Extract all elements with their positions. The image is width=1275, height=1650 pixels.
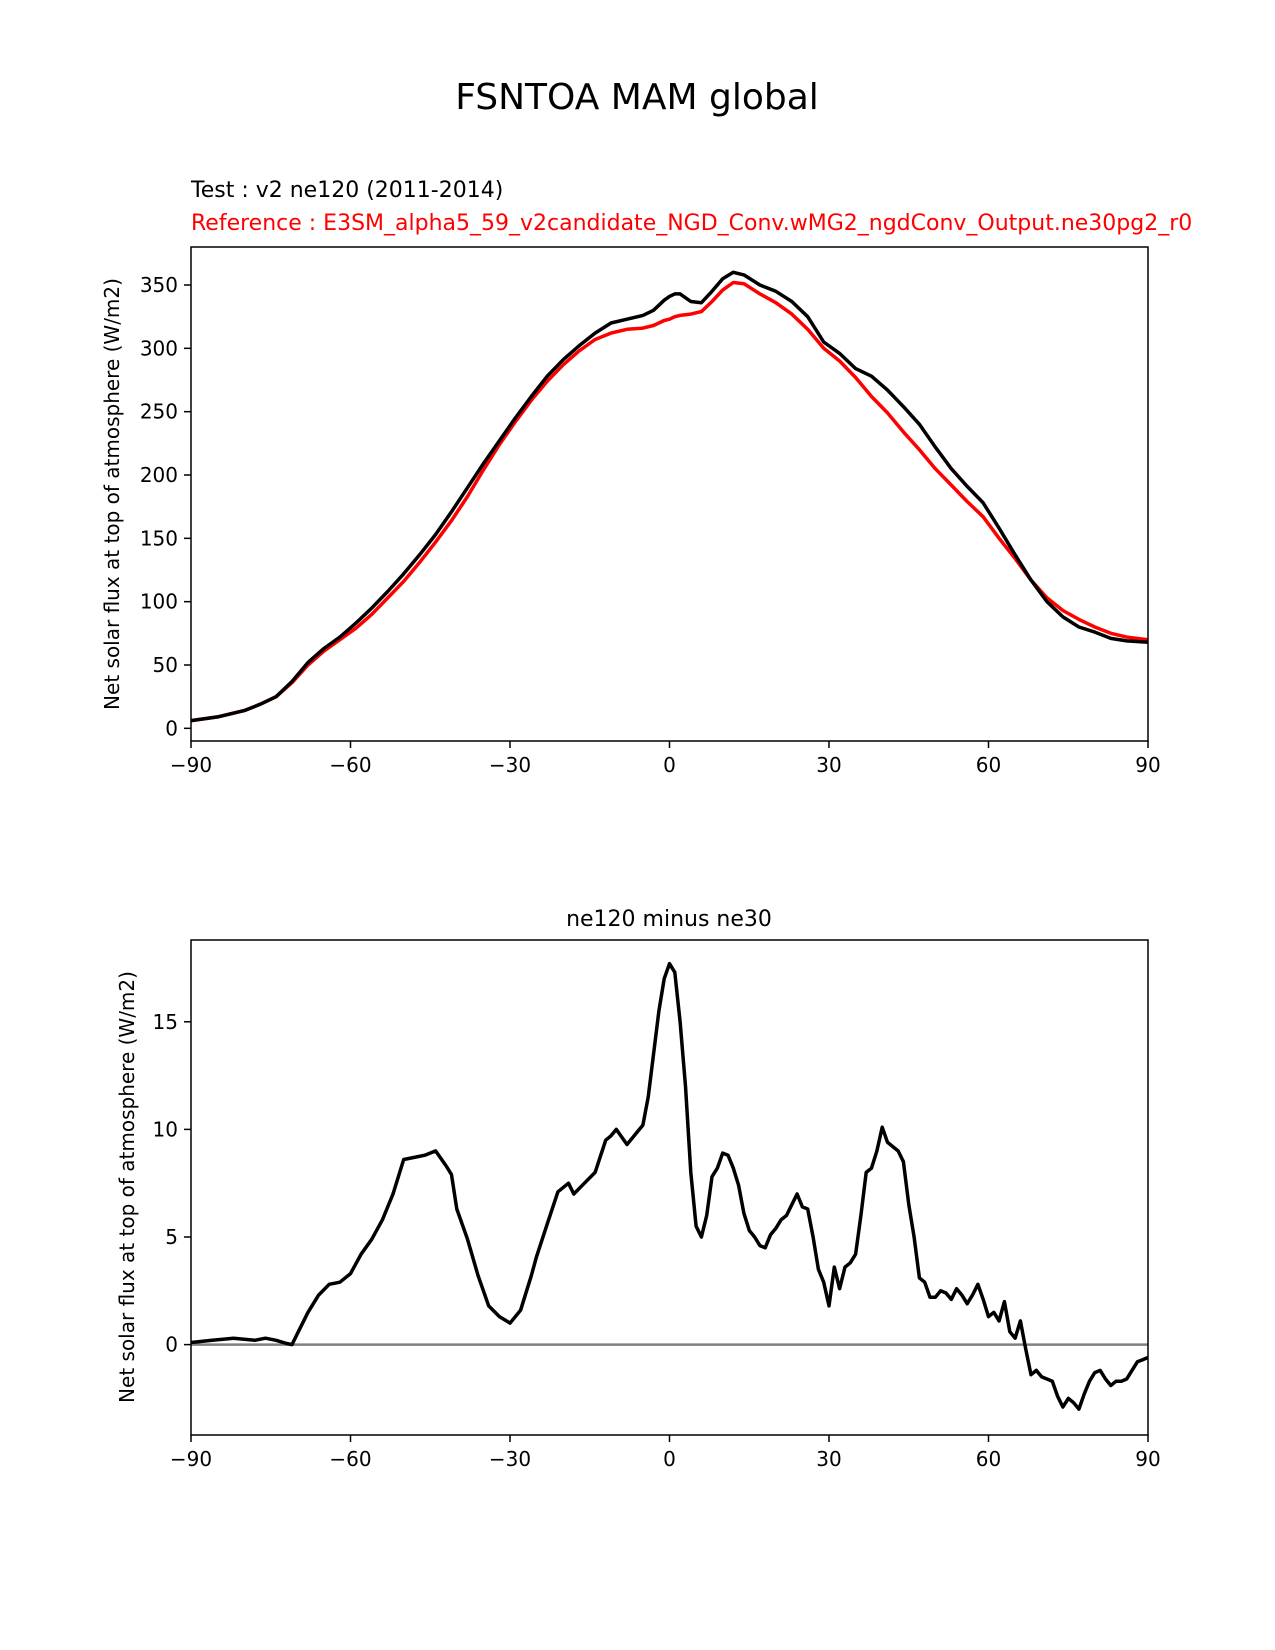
top-x-tick-label: −90 — [170, 753, 212, 777]
top-test-line — [191, 270, 1148, 723]
bottom-y-tick-label: 15 — [153, 1010, 178, 1034]
test-label: Test : v2 ne120 (2011-2014) — [190, 178, 503, 203]
top-y-tick-label: 100 — [140, 590, 178, 614]
top-x-ticks: −90 −60 −30 0 30 60 90 — [170, 741, 1161, 777]
top-plot-frame — [190, 246, 1149, 742]
top-y-tick-label: 300 — [140, 336, 178, 360]
bottom-y-tick-label: 5 — [165, 1225, 178, 1249]
top-y-tick-label: 350 — [140, 273, 178, 297]
top-x-tick-label: −30 — [489, 753, 531, 777]
bottom-x-tick-label: −60 — [329, 1447, 371, 1471]
bottom-x-tick-label: 60 — [976, 1447, 1001, 1471]
bottom-panel: ne120 minus ne30 −90 −60 −30 0 30 60 90 — [115, 907, 1161, 1471]
top-y-ticks: 0 50 100 150 200 250 300 350 — [140, 273, 191, 740]
top-x-tick-label: 90 — [1135, 753, 1160, 777]
top-y-tick-label: 0 — [165, 716, 178, 740]
bottom-difference-line — [191, 961, 1148, 1411]
bottom-y-tick-label: 10 — [153, 1117, 178, 1141]
bottom-y-ticks: 0 5 10 15 — [153, 1010, 191, 1357]
top-x-tick-label: 60 — [976, 753, 1001, 777]
top-panel: Test : v2 ne120 (2011-2014) Reference : … — [100, 178, 1192, 777]
top-y-tick-label: 150 — [140, 526, 178, 550]
top-y-axis-label: Net solar flux at top of atmosphere (W/m… — [100, 278, 124, 710]
bottom-panel-title: ne120 minus ne30 — [566, 907, 772, 932]
top-y-tick-label: 250 — [140, 400, 178, 424]
top-series-group — [191, 270, 1148, 723]
top-x-tick-label: 0 — [663, 753, 676, 777]
top-reference-line — [191, 280, 1148, 723]
top-x-tick-label: −60 — [329, 753, 371, 777]
reference-label: Reference : E3SM_alpha5_59_v2candidate_N… — [191, 211, 1192, 236]
top-y-tick-label: 50 — [153, 653, 178, 677]
bottom-x-tick-label: 30 — [816, 1447, 841, 1471]
bottom-series-group — [191, 961, 1148, 1411]
top-x-tick-label: 30 — [816, 753, 841, 777]
bottom-y-axis-label: Net solar flux at top of atmosphere (W/m… — [115, 971, 139, 1403]
bottom-x-tick-label: −90 — [170, 1447, 212, 1471]
top-y-tick-label: 200 — [140, 463, 178, 487]
bottom-x-tick-label: −30 — [489, 1447, 531, 1471]
bottom-x-tick-label: 0 — [663, 1447, 676, 1471]
bottom-plot-frame — [190, 939, 1149, 1436]
bottom-x-ticks: −90 −60 −30 0 30 60 90 — [170, 1435, 1161, 1471]
bottom-x-tick-label: 90 — [1135, 1447, 1160, 1471]
figure-title: FSNTOA MAM global — [455, 77, 819, 118]
bottom-y-tick-label: 0 — [165, 1333, 178, 1357]
